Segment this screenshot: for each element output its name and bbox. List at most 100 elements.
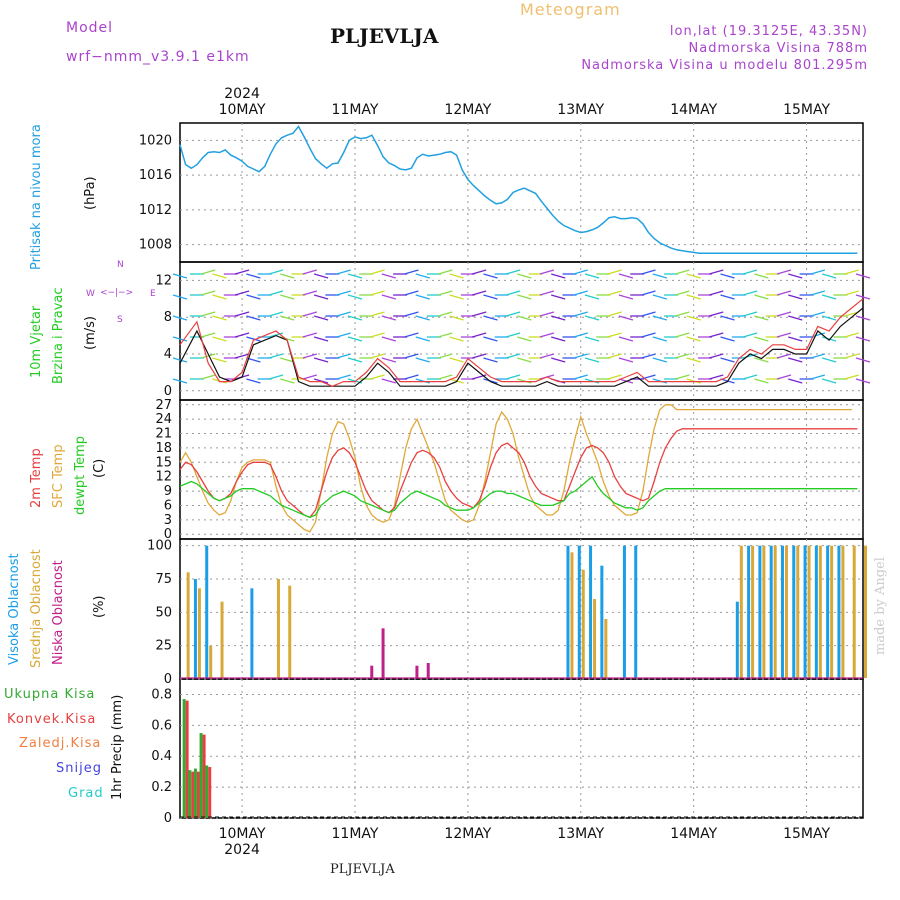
precip-conv-bar xyxy=(191,771,195,818)
cloud-mid-bar xyxy=(209,645,213,678)
temp2m-line xyxy=(179,428,858,519)
x-tick-label-bottom: 12MAY xyxy=(444,826,491,842)
x-tick-label-top: 15MAY xyxy=(783,102,830,118)
wind-arrow xyxy=(246,294,261,300)
cloud-mid-bar xyxy=(276,579,280,678)
wind-arrow xyxy=(302,374,318,380)
wind-arrow xyxy=(505,311,521,317)
x-tick-label-bottom: 10MAY xyxy=(219,826,266,842)
wind-arrow xyxy=(268,374,284,380)
cloud-mid-bar xyxy=(288,585,292,678)
panel-frame xyxy=(179,678,864,819)
wind-arrow xyxy=(404,269,419,275)
cloud-mid-bar xyxy=(581,569,585,678)
wind-arrow xyxy=(720,315,735,321)
wind-arrow xyxy=(675,290,690,296)
wind-arrow xyxy=(810,374,826,380)
cloud-high-bar xyxy=(769,545,773,678)
wind-arrow xyxy=(641,353,656,359)
wind-arrow xyxy=(686,294,701,300)
wind-arrow xyxy=(381,357,397,363)
wind-arrow xyxy=(517,273,532,279)
wind-arrow xyxy=(483,315,498,321)
compass-s: S xyxy=(117,315,123,325)
model-label: Model xyxy=(66,20,114,36)
wind-arrow xyxy=(652,357,667,363)
wind-arrow xyxy=(471,311,487,317)
wind-arrow xyxy=(370,353,385,359)
elevation-text: Nadmorska Visina 788m xyxy=(688,41,868,56)
cloud-mid-bar xyxy=(864,545,867,678)
wind-arrow xyxy=(347,336,363,342)
wind-arrow xyxy=(776,311,792,317)
wind-arrow xyxy=(517,336,532,342)
wind-arrow xyxy=(551,294,566,300)
y-tick-label: 50 xyxy=(155,605,172,620)
cloud-high-bar xyxy=(814,545,818,678)
wind-arrow xyxy=(573,311,588,317)
wind-arrow xyxy=(449,315,464,321)
cloud-high-bar xyxy=(837,545,841,678)
wind-arrow xyxy=(483,336,498,342)
wind-arrow xyxy=(280,273,295,279)
wind-arrow xyxy=(302,332,318,338)
cloud-mid-bar xyxy=(773,545,777,678)
y-tick-label: 15 xyxy=(155,455,172,470)
cloud-mid-bar xyxy=(186,572,190,678)
wind-arrow xyxy=(551,315,566,321)
wind-arrow xyxy=(483,294,498,300)
wind-arrow xyxy=(742,311,758,317)
wind-arrow xyxy=(404,290,419,296)
station-title: PLJEVLJA xyxy=(330,24,439,48)
wind-arrow xyxy=(821,336,837,342)
wind-arrow xyxy=(810,269,826,275)
wind-arrow xyxy=(844,269,859,275)
wind-arrow xyxy=(268,269,284,275)
y-tick-label: 3 xyxy=(164,513,172,528)
wind-arrow xyxy=(280,294,295,300)
wind-arrow xyxy=(201,290,216,296)
wind-arrow xyxy=(810,311,826,317)
wind-arrow xyxy=(754,378,769,384)
wind-arrow xyxy=(584,357,600,363)
cloud-mid-bar xyxy=(739,545,743,678)
x-tick-label-top: 13MAY xyxy=(557,102,604,118)
y-tick-label: 18 xyxy=(155,441,172,456)
lonlat-text: lon,lat (19.3125E, 43.35N) xyxy=(669,24,868,39)
y-tick-label: 0 xyxy=(164,811,172,826)
y-tick-label: 0 xyxy=(164,672,172,687)
wind-arrow xyxy=(438,374,453,380)
wind-arrow xyxy=(675,332,690,338)
wind-arrow xyxy=(201,374,216,380)
wind-arrow xyxy=(641,332,656,338)
wind-arrow xyxy=(505,269,521,275)
wind-arrow xyxy=(742,332,758,338)
wind-arrow xyxy=(709,311,724,317)
wind-arrow xyxy=(855,378,871,384)
cloud-mid-bar xyxy=(796,545,800,678)
wind-speed-line xyxy=(179,307,864,387)
wind-arrow xyxy=(754,273,769,279)
wind-arrow xyxy=(280,378,295,384)
cloud-high-bar xyxy=(250,588,254,678)
cloud-high-bar xyxy=(589,545,593,678)
wind-arrow xyxy=(483,273,498,279)
wind-arrow xyxy=(618,336,634,342)
wind-arrow xyxy=(471,332,487,338)
panel-frame xyxy=(179,122,864,263)
wind-arrow xyxy=(855,336,871,342)
wind-arrow xyxy=(776,332,792,338)
wind-arrow xyxy=(313,357,329,363)
wind-arrow xyxy=(471,269,487,275)
wind-arrow xyxy=(618,357,634,363)
wind-arrow xyxy=(212,294,227,300)
wind-arrow xyxy=(844,290,859,296)
wind-arrow xyxy=(584,273,600,279)
wind-arrow xyxy=(618,273,634,279)
cloud-mid-bar xyxy=(197,588,201,678)
cloud-mid-bar xyxy=(784,545,788,678)
compass-e: E xyxy=(150,289,156,299)
y-tick-label: 0.4 xyxy=(151,749,172,764)
wind-arrow xyxy=(686,336,701,342)
wind-arrow xyxy=(172,273,188,279)
